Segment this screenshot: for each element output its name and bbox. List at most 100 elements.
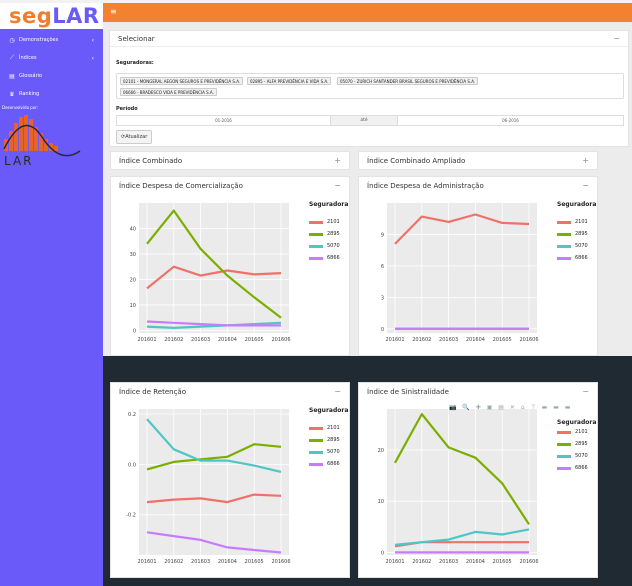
- legend-item[interactable]: 2101: [309, 219, 340, 225]
- legend-label: 2101: [575, 429, 588, 435]
- legend-swatch: [557, 256, 571, 260]
- series-line-2101[interactable]: [394, 213, 530, 245]
- collapse-button[interactable]: −: [582, 387, 589, 396]
- plot-modebar[interactable]: 📷 🔍 ✚ ▣ ▤ ✕ ⌂ ⊤ ▬ ▬ ▬: [449, 404, 573, 411]
- chart-svg[interactable]: 0 10 20 201601 201602 201603 201604 201605 20160…: [359, 399, 599, 579]
- chart-svg[interactable]: 0 3 6 9 201601 201602 201603 201604 201605 201606: [359, 193, 599, 357]
- sidebar-item-ranking[interactable]: ♛ Ranking: [0, 85, 103, 103]
- sidebar-item-demonstracoes[interactable]: ◷ Demonstrações ‹: [0, 31, 103, 49]
- legend-swatch: [309, 426, 323, 430]
- collapse-button[interactable]: −: [334, 181, 341, 190]
- seguradoras-label: Seguradoras:: [116, 60, 154, 66]
- legend-swatch: [309, 232, 323, 236]
- legend-item[interactable]: 5070: [309, 243, 340, 249]
- expand-button[interactable]: +: [582, 156, 589, 165]
- plot-background: [139, 203, 289, 333]
- legend-swatch: [557, 430, 571, 434]
- series-line-6866[interactable]: [146, 320, 281, 327]
- series-line-6866[interactable]: [146, 531, 282, 554]
- brand-logo[interactable]: segLAR: [0, 3, 103, 29]
- trophy-icon: ♛: [9, 90, 15, 98]
- date-from-input[interactable]: 01-2016: [116, 115, 331, 126]
- sidebar-nav: ◷ Demonstrações ‹ ⟋ Índices ‹ ▤ Glossári…: [0, 31, 103, 103]
- lar-logo[interactable]: LAR: [2, 113, 82, 171]
- y-tick-label: 0: [133, 328, 136, 334]
- y-tick-label: 6: [381, 264, 384, 270]
- legend-item[interactable]: 6866: [557, 465, 588, 471]
- chart-svg[interactable]: -0.2 0.0 0.2 201601 201602 201603 201604 201605…: [111, 399, 351, 579]
- sidebar-item-indices[interactable]: ⟋ Índices ‹: [0, 49, 103, 67]
- series-line-2895[interactable]: [394, 413, 530, 525]
- series-line-5070[interactable]: [146, 321, 282, 329]
- legend-title: Seguradora: [557, 419, 597, 426]
- chart-panel: Índice de Sinistralidade − 0 10 20 201601 2016…: [358, 382, 598, 578]
- series-line-2895[interactable]: [146, 443, 282, 471]
- series-line-2101[interactable]: [146, 493, 282, 504]
- top-header: ≡: [103, 3, 632, 22]
- sidebar-item-label: Demonstrações: [19, 37, 59, 43]
- legend-label: 5070: [575, 453, 588, 459]
- selected-tag[interactable]: 05070 - ZURICH SANTANDER BRASIL SEGUROS …: [337, 77, 479, 85]
- series-line-5070[interactable]: [146, 418, 282, 473]
- legend-swatch: [557, 466, 571, 470]
- legend-item[interactable]: 2895: [557, 441, 588, 447]
- y-tick-label: 20: [130, 277, 136, 283]
- legend-label: 6866: [327, 255, 340, 261]
- legend-label: 2895: [327, 437, 340, 443]
- x-tick-label: 201605: [493, 559, 512, 565]
- x-tick-label: 201601: [137, 559, 156, 565]
- collapse-button[interactable]: −: [582, 181, 589, 190]
- x-tick-label: 201604: [218, 559, 237, 565]
- series-line-2895[interactable]: [146, 209, 282, 319]
- developed-by-label: Desenvolvido por:: [2, 105, 39, 110]
- legend-label: 6866: [575, 255, 588, 261]
- brand-lar: LAR: [52, 4, 100, 28]
- selected-tag[interactable]: 06666 - BRADESCO VIDA E PREVIDÊNCIA S.A.: [120, 88, 217, 96]
- series-line-5070[interactable]: [394, 528, 530, 546]
- legend-item[interactable]: 5070: [557, 453, 588, 459]
- legend-swatch: [309, 244, 323, 248]
- sidebar-item-glossario[interactable]: ▤ Glossário: [0, 67, 103, 85]
- expand-button[interactable]: +: [334, 156, 341, 165]
- atualizar-button[interactable]: ⟳Atualizar: [116, 130, 153, 144]
- x-tick-label: 201602: [164, 559, 183, 565]
- seguradoras-select[interactable]: 02101 - MONGERAL AEGON SEGUROS E PREVIDÊ…: [116, 73, 624, 99]
- collapse-button[interactable]: −: [334, 387, 341, 396]
- menu-icon[interactable]: ≡: [110, 7, 117, 16]
- legend-item[interactable]: 2895: [557, 231, 588, 237]
- selected-tag[interactable]: 02895 - ALFA PREVIDÊNCIA E VIDA S.A.: [247, 77, 332, 85]
- chart-title: Índice Despesa de Comercialização: [119, 182, 243, 190]
- y-tick-label: 10: [130, 303, 136, 309]
- collapse-button[interactable]: −: [613, 34, 620, 43]
- y-tick-label: 20: [378, 448, 384, 454]
- legend-label: 6866: [575, 465, 588, 471]
- legend-item[interactable]: 5070: [557, 243, 588, 249]
- chart-panel: Índice Despesa de Administração − 0 3 6 9 2016…: [358, 176, 598, 356]
- legend-item[interactable]: 2895: [309, 437, 340, 443]
- legend-item[interactable]: 2101: [309, 425, 340, 431]
- legend-item[interactable]: 2101: [557, 219, 588, 225]
- x-tick-label: 201603: [439, 559, 458, 565]
- legend-item[interactable]: 5070: [309, 449, 340, 455]
- x-tick-label: 201605: [493, 337, 512, 343]
- series-line-2101[interactable]: [146, 265, 282, 290]
- x-tick-label: 201604: [218, 337, 237, 343]
- legend-item[interactable]: 2101: [557, 429, 588, 435]
- legend-item[interactable]: 6866: [309, 461, 340, 467]
- y-tick-label: 10: [378, 499, 384, 505]
- legend-item[interactable]: 6866: [557, 255, 588, 261]
- indice-combinado-ampliado-panel: Índice Combinado Ampliado +: [358, 151, 598, 170]
- legend-item[interactable]: 6866: [309, 255, 340, 261]
- indice-combinado-panel: Índice Combinado +: [110, 151, 350, 170]
- chart-svg[interactable]: 0 10 20 30 40 201601 201602 201603 201604 201605 2…: [111, 193, 351, 357]
- x-tick-label: 201606: [271, 559, 290, 565]
- date-to-input[interactable]: 06-2016: [397, 115, 624, 126]
- legend-label: 2101: [327, 219, 340, 225]
- x-tick-label: 201606: [519, 337, 538, 343]
- x-tick-label: 201605: [245, 559, 264, 565]
- refresh-icon: ⟳: [121, 134, 126, 140]
- x-tick-label: 201605: [245, 337, 264, 343]
- y-tick-label: 9: [381, 232, 384, 238]
- selected-tag[interactable]: 02101 - MONGERAL AEGON SEGUROS E PREVIDÊ…: [120, 77, 244, 85]
- legend-item[interactable]: 2895: [309, 231, 340, 237]
